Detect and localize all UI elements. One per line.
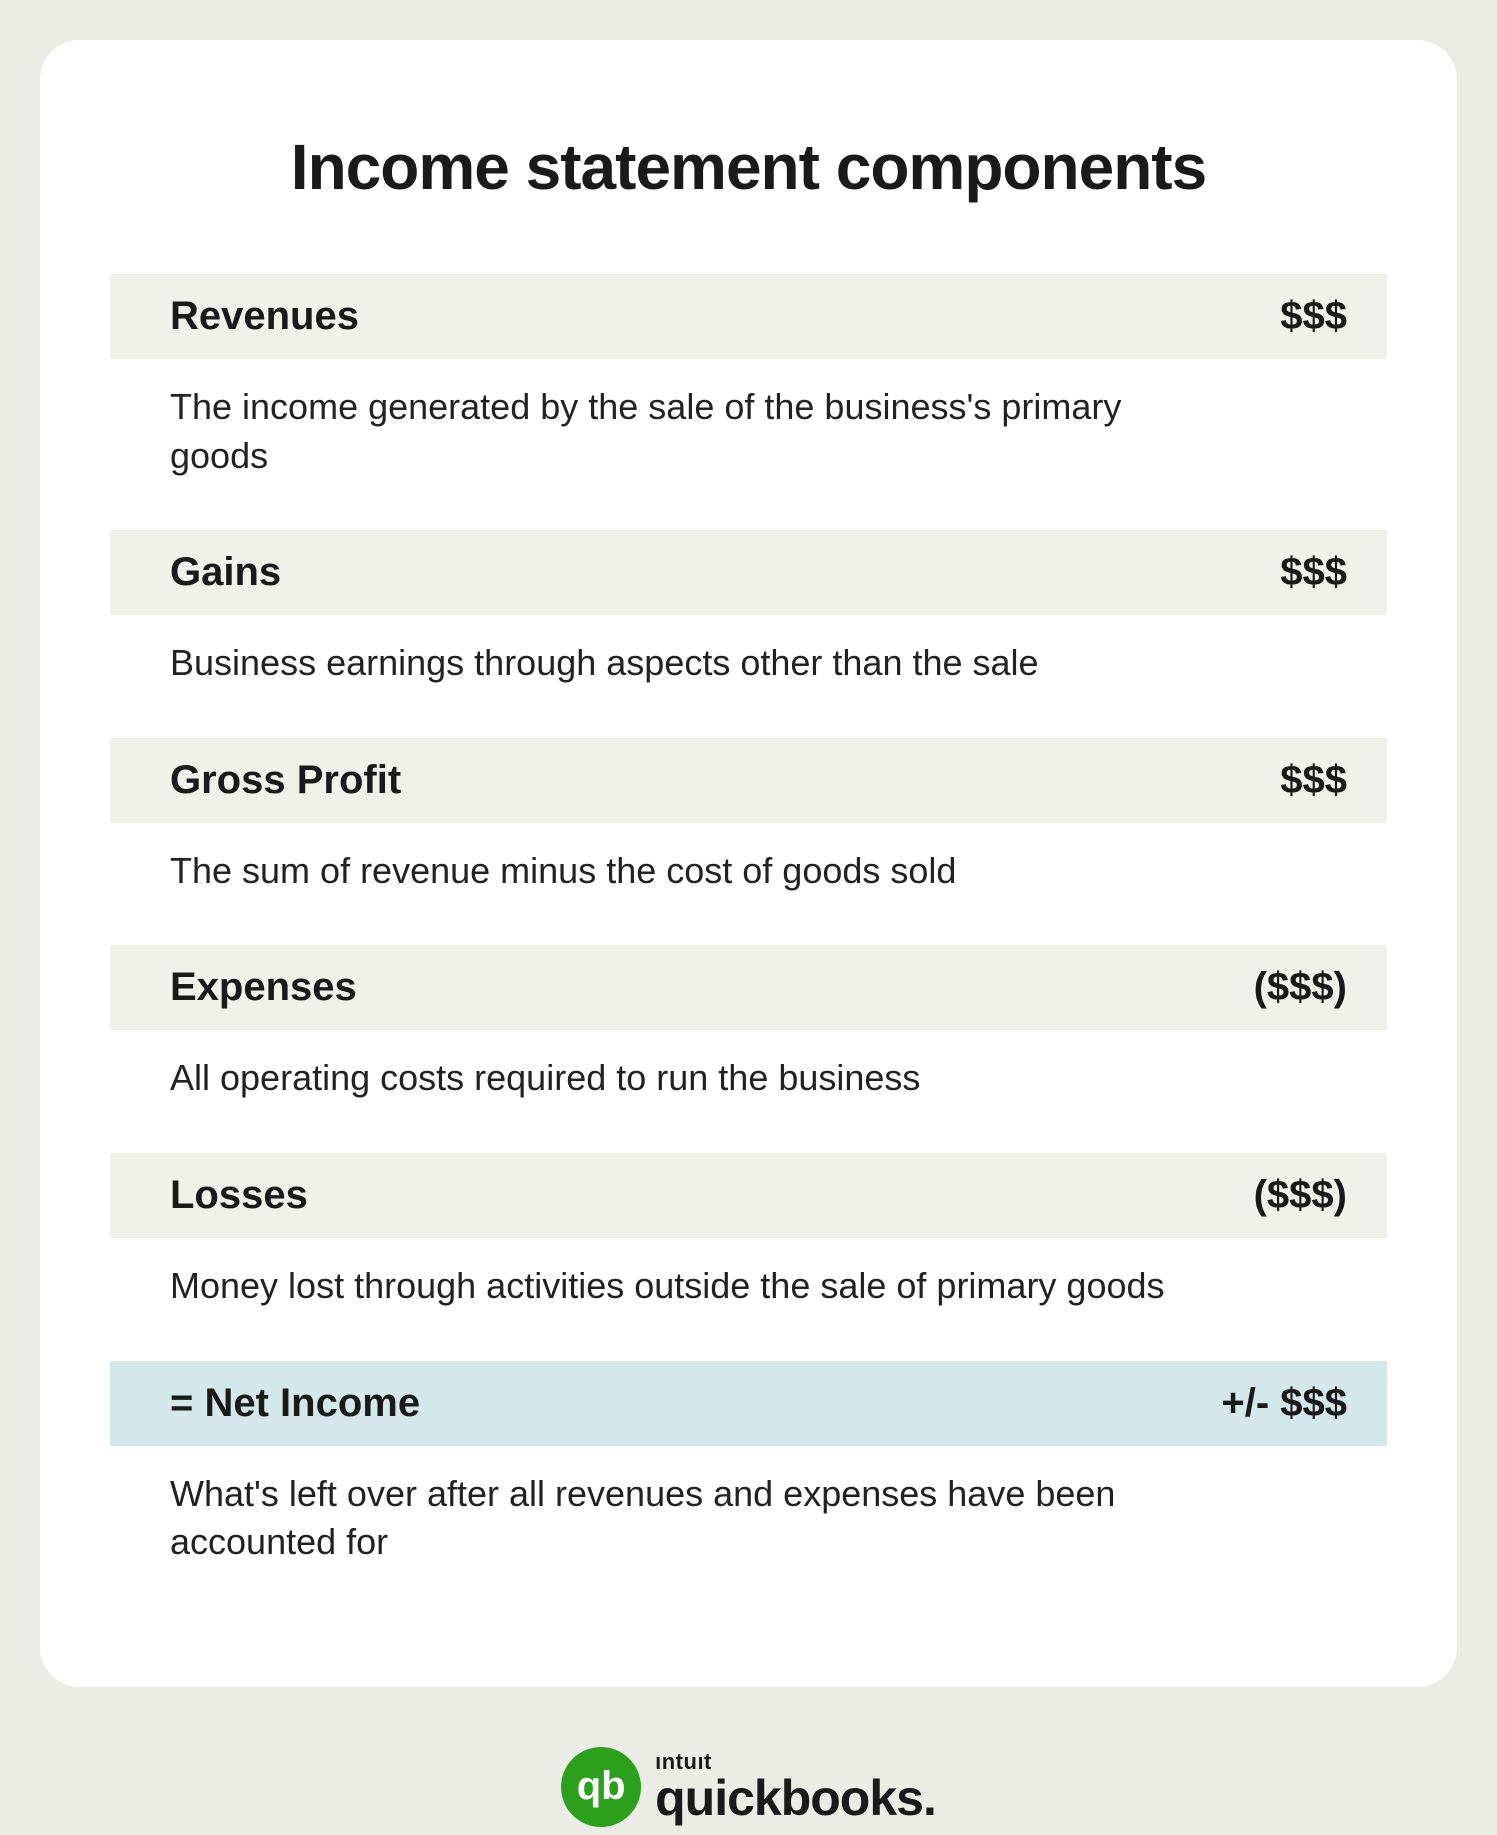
quickbooks-logo-icon: qb: [561, 1747, 641, 1827]
row-label: Revenues: [170, 294, 359, 339]
page-title: Income statement components: [110, 130, 1387, 204]
row-value: +/- $$$: [1221, 1381, 1347, 1426]
row-header: Revenues $$$: [110, 274, 1387, 359]
brand-footer: qb ıntuıt quickbooks.: [40, 1687, 1457, 1827]
row-header: Losses ($$$): [110, 1153, 1387, 1238]
row-description: The sum of revenue minus the cost of goo…: [110, 823, 1250, 896]
component-row: Revenues $$$ The income generated by the s…: [110, 274, 1387, 480]
logo-mark: qb: [577, 1764, 626, 1809]
row-description: Business earnings through aspects other …: [110, 615, 1250, 688]
row-label: Losses: [170, 1173, 308, 1218]
row-label: Gains: [170, 550, 281, 595]
row-value: ($$$): [1254, 965, 1347, 1010]
component-row: Losses ($$$)Money lost through activities…: [110, 1153, 1387, 1311]
row-label: Expenses: [170, 965, 357, 1010]
card: Income statement components Revenues $$$ T…: [40, 40, 1457, 1687]
component-row: = Net Income +/- $$$ What's left over afte…: [110, 1361, 1387, 1567]
component-row: Gross Profit $$$ The sum of revenue minus …: [110, 738, 1387, 896]
brand-bottom-label: quickbooks.: [655, 1773, 936, 1823]
row-header: = Net Income +/- $$$: [110, 1361, 1387, 1446]
rows-container: Revenues $$$ The income generated by the s…: [110, 274, 1387, 1567]
row-description: All operating costs required to run the …: [110, 1030, 1250, 1103]
row-label: = Net Income: [170, 1381, 420, 1426]
row-label: Gross Profit: [170, 758, 401, 803]
component-row: Expenses ($$$)All operating costs require…: [110, 945, 1387, 1103]
row-description: The income generated by the sale of the …: [110, 359, 1250, 480]
row-header: Gains $$$: [110, 530, 1387, 615]
brand-text: ıntuıt quickbooks.: [655, 1751, 936, 1823]
row-value: $$$: [1280, 550, 1347, 595]
row-header: Gross Profit $$$: [110, 738, 1387, 823]
row-value: $$$: [1280, 758, 1347, 803]
row-description: Money lost through activities outside th…: [110, 1238, 1250, 1311]
row-header: Expenses ($$$): [110, 945, 1387, 1030]
row-value: ($$$): [1254, 1173, 1347, 1218]
row-value: $$$: [1280, 294, 1347, 339]
row-description: What's left over after all revenues and …: [110, 1446, 1250, 1567]
component-row: Gains $$$ Business earnings through aspect…: [110, 530, 1387, 688]
